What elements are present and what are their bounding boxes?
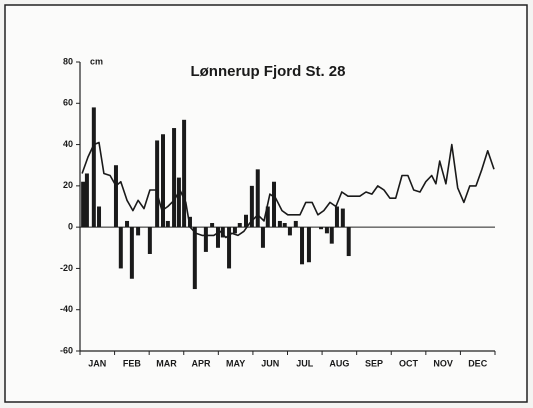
bar	[155, 140, 160, 228]
bar	[287, 227, 292, 236]
y-tick-label: 0	[68, 222, 73, 232]
x-tick-label: MAR	[156, 358, 177, 368]
bar	[210, 223, 215, 228]
bar	[306, 227, 311, 263]
x-tick-label: JUN	[261, 358, 279, 368]
y-tick-label: -20	[60, 263, 73, 273]
bar	[91, 107, 96, 228]
bar	[125, 220, 130, 228]
y-tick-label: -40	[60, 304, 73, 314]
bar	[265, 206, 270, 228]
bar	[272, 181, 277, 228]
bar	[220, 227, 225, 238]
x-tick-label: DEC	[468, 358, 488, 368]
bar	[136, 227, 141, 236]
bar	[215, 227, 220, 248]
x-tick-label: FEB	[123, 358, 142, 368]
bar	[176, 177, 181, 228]
bar	[165, 220, 170, 228]
bar	[192, 227, 197, 290]
x-tick-label: JUL	[296, 358, 314, 368]
bar	[329, 227, 334, 244]
y-tick-label: 20	[63, 180, 73, 190]
y-unit: cm	[90, 56, 103, 66]
y-tick-label: 80	[63, 56, 73, 66]
x-tick-label: AUG	[329, 358, 349, 368]
bar	[334, 206, 339, 228]
bar	[172, 128, 177, 228]
x-tick-label: SEP	[365, 358, 383, 368]
bar	[203, 227, 208, 252]
chart-title: Lønnerup Fjord St. 28	[190, 63, 345, 80]
bar	[346, 227, 351, 257]
bar	[319, 227, 324, 230]
bar	[324, 227, 329, 234]
y-tick-label: 60	[63, 98, 73, 108]
y-tick-label: 40	[63, 139, 73, 149]
bar	[161, 134, 165, 228]
x-tick-label: OCT	[399, 358, 419, 368]
x-tick-label: APR	[192, 358, 212, 368]
bar	[282, 223, 287, 228]
bar	[293, 220, 298, 228]
bar	[260, 227, 265, 248]
bar	[81, 181, 86, 228]
x-tick-label: MAY	[226, 358, 245, 368]
y-tick-label: -60	[60, 345, 73, 355]
bar	[113, 165, 118, 228]
bar	[277, 220, 282, 228]
bar	[300, 227, 305, 265]
bar	[182, 119, 187, 228]
bar	[237, 223, 242, 228]
bar	[340, 208, 345, 228]
bar	[97, 206, 102, 228]
bar	[118, 227, 123, 269]
bar	[232, 227, 237, 234]
bar	[227, 227, 232, 269]
bar	[147, 227, 152, 254]
x-tick-label: JAN	[88, 358, 106, 368]
bar	[244, 214, 248, 228]
bar	[187, 216, 192, 228]
bar	[255, 169, 260, 228]
line	[81, 141, 495, 239]
bar	[84, 173, 89, 228]
x-tick-label: NOV	[433, 358, 453, 368]
bar	[129, 227, 134, 279]
bar	[249, 185, 254, 228]
